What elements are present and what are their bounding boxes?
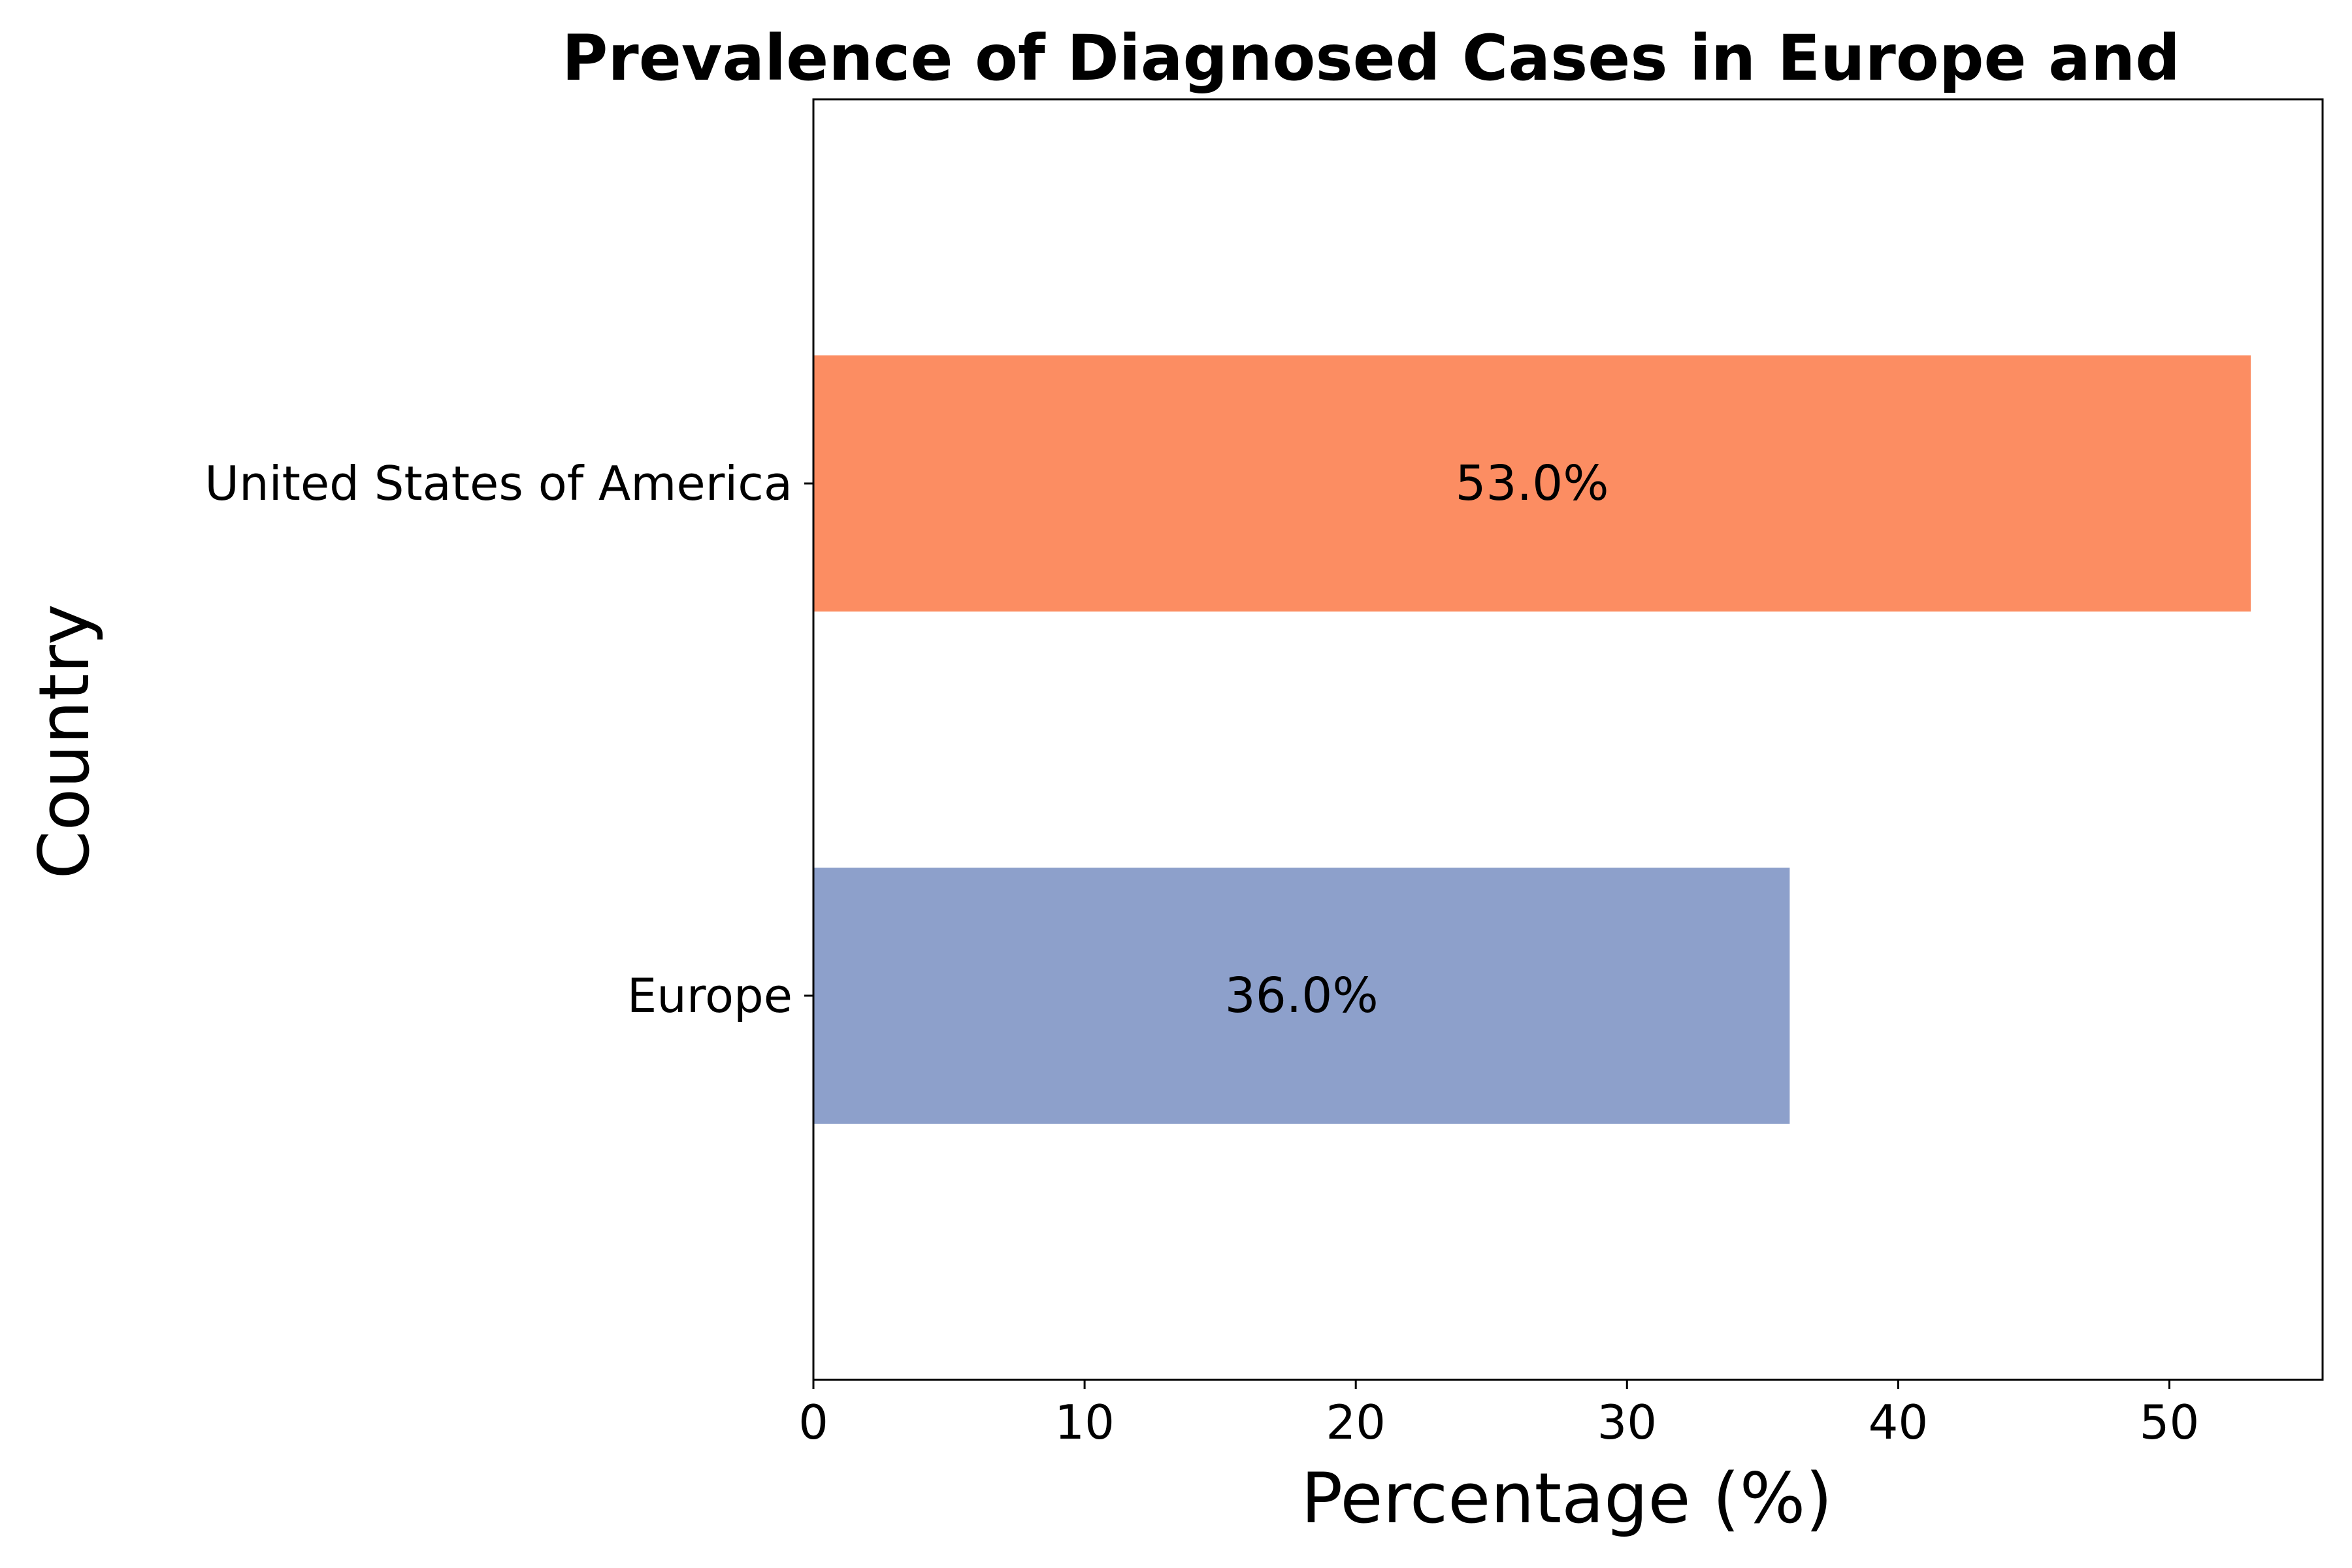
x-tick-label-20: 20 xyxy=(1326,1395,1386,1450)
data-label-europe: 36.0% xyxy=(1225,968,1379,1024)
x-tick-label-0: 0 xyxy=(798,1395,828,1450)
bar-united-states-of-america xyxy=(813,355,2251,612)
bar-europe xyxy=(813,868,1790,1124)
data-labels-group: 36.0% 53.0% xyxy=(1225,455,1609,1024)
bars-group xyxy=(813,355,2251,1124)
x-tick-label-50: 50 xyxy=(2140,1395,2200,1450)
y-axis-ticks: Europe United States of America xyxy=(204,456,813,1023)
x-axis-label: Percentage (%) xyxy=(1301,1458,1832,1539)
plot-frame xyxy=(812,98,2324,1381)
x-tick-label-40: 40 xyxy=(1869,1395,1929,1450)
data-label-united-states-of-america: 53.0% xyxy=(1455,455,1609,512)
x-axis-ticks: 0 10 20 30 40 50 xyxy=(798,1380,2199,1450)
y-axis-label: Country xyxy=(24,604,105,879)
y-tick-label-europe: Europe xyxy=(627,968,792,1023)
chart-title: Prevalence of Diagnosed Cases in Europe … xyxy=(562,22,2180,95)
y-tick-label-united-states-of-america: United States of America xyxy=(204,456,792,511)
x-tick-label-30: 30 xyxy=(1597,1395,1657,1450)
x-tick-label-10: 10 xyxy=(1054,1395,1115,1450)
